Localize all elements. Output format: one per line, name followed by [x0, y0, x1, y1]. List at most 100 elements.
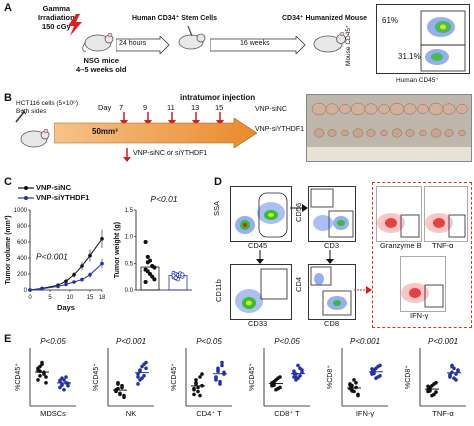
tumor	[366, 129, 376, 137]
axis-cd33: CD33	[248, 319, 268, 328]
data-point	[44, 381, 48, 385]
data-point	[300, 368, 304, 372]
series-line-0	[29, 238, 103, 291]
flow-density	[420, 10, 466, 72]
data-point	[450, 364, 454, 369]
data-point	[274, 387, 278, 392]
panel-label-e: E	[4, 333, 12, 345]
tumor	[339, 104, 351, 114]
data-point	[116, 382, 120, 386]
mouse-injected-icon	[178, 26, 206, 50]
cytokine-box	[372, 182, 472, 328]
tumor	[325, 103, 339, 115]
x-tick-label: 15	[87, 295, 94, 301]
p-value: P<0.001	[116, 337, 146, 346]
data-point	[192, 387, 196, 392]
data-point	[218, 382, 222, 386]
data-point	[294, 375, 298, 380]
axis-cd11b: CD11b	[214, 279, 223, 302]
treatment-label: VNP-siNC or siYTHDF1	[133, 150, 208, 157]
legend-label-sinc: VNP-siNC	[36, 183, 72, 192]
data-point	[173, 275, 178, 280]
data-point	[72, 280, 76, 284]
panel-e-charts: P<0.05 %CD45⁺ MDSCs P<0.001 %CD45⁺ NK P<0.05 %C…	[14, 337, 466, 418]
arrow-16w	[210, 36, 306, 54]
flow-ssa-cd45-svg	[235, 192, 288, 238]
y-axis-label: Tumor volume (mm³)	[5, 215, 12, 284]
hct116-label: HCT116 cells (5×10⁶) Both sides	[16, 100, 78, 115]
data-point	[143, 279, 148, 285]
p-value: P<0.05	[274, 337, 300, 346]
data-point	[198, 393, 202, 398]
tumor	[456, 104, 468, 114]
data-point	[456, 368, 460, 372]
label-granzyme: Granzyme B	[380, 241, 422, 250]
data-point	[216, 368, 220, 372]
tumor	[458, 129, 466, 137]
x-tick-label: 5	[48, 295, 52, 301]
day-tick-label: 13	[191, 103, 200, 112]
flow-cd56-cd3-svg	[310, 188, 354, 238]
y-tick-label: 600	[17, 240, 28, 246]
data-point	[147, 271, 153, 277]
data-point	[378, 374, 382, 378]
data-point	[136, 372, 140, 376]
p-value: P<0.05	[40, 337, 66, 346]
data-point	[145, 254, 150, 259]
tumor	[378, 104, 390, 114]
x-axis-label: NK	[126, 409, 136, 418]
data-point	[140, 364, 144, 369]
tumor	[403, 103, 417, 115]
flow-cd4-cd8-svg	[310, 266, 352, 316]
y-axis-label: %CD8⁺	[326, 365, 334, 389]
data-point	[180, 272, 185, 277]
y-tick-label: 800	[17, 224, 28, 230]
data-point	[100, 237, 104, 241]
axis-cd8: CD8	[324, 319, 340, 328]
flow-xlabel: Human CD45⁺	[396, 77, 439, 84]
data-point	[222, 372, 226, 376]
tumor	[352, 128, 364, 138]
label-tnf: TNF-α	[432, 241, 454, 250]
data-point	[80, 264, 84, 268]
tumor	[350, 102, 366, 116]
flow-cd11b-cd33-svg	[235, 268, 288, 313]
data-point	[220, 360, 224, 365]
tumor	[442, 103, 456, 115]
data-point	[120, 385, 124, 390]
data-point	[452, 376, 456, 380]
p-value-line: P<0.001	[36, 252, 68, 262]
flow-cd11b-cd33	[230, 264, 292, 320]
y-tick-label: 200	[17, 272, 28, 278]
data-point	[118, 391, 122, 396]
panel-label-d: D	[214, 176, 222, 188]
p-value: P<0.001	[350, 337, 380, 346]
flow-tnf-svg	[425, 213, 466, 238]
tumor	[419, 129, 427, 137]
data-point	[214, 378, 218, 382]
arrow-d4	[354, 286, 372, 294]
data-point	[352, 378, 356, 382]
data-point	[278, 385, 282, 390]
legend-swatch-sinc	[18, 186, 34, 190]
data-point	[448, 372, 452, 377]
x-axis-label: TNF-α	[432, 409, 454, 418]
data-point	[64, 279, 68, 283]
flow-ssa-cd45	[230, 186, 292, 242]
data-point	[64, 282, 68, 287]
data-point	[136, 375, 140, 379]
panel-label-b: B	[4, 92, 12, 104]
tumor	[444, 129, 454, 137]
humanized-mouse-icon	[313, 31, 346, 53]
flow-plot-humanization	[376, 4, 470, 74]
day-label: Day	[98, 103, 112, 112]
data-point	[434, 390, 438, 394]
data-point	[356, 393, 360, 398]
data-point	[152, 277, 157, 282]
y-tick-label: 0.0	[125, 288, 134, 294]
tumor	[341, 129, 349, 137]
flow-ifn-svg	[401, 283, 444, 308]
data-point	[144, 366, 148, 371]
data-point	[28, 288, 32, 292]
arrow-d2	[256, 250, 264, 264]
